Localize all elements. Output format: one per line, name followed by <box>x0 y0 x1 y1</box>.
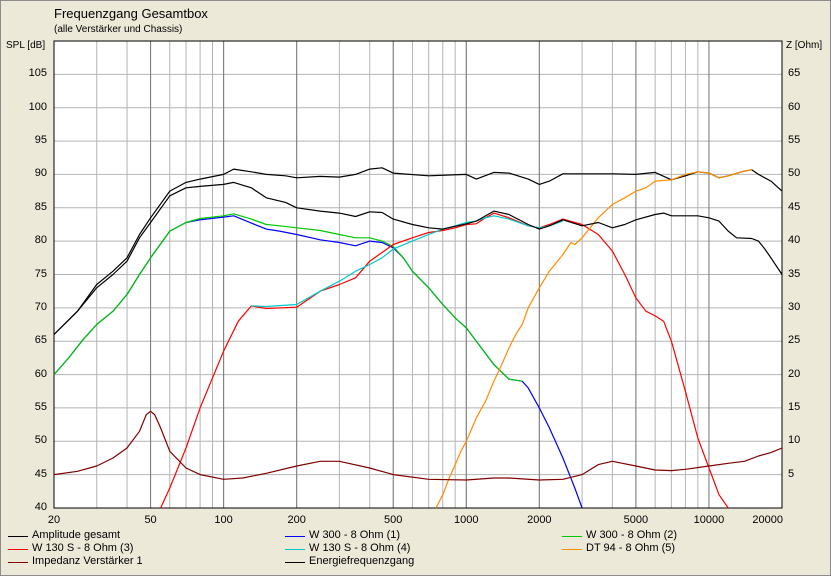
right-axis-label: Z [Ohm] <box>786 40 823 51</box>
series-line <box>53 410 783 481</box>
y2-tick-label: 60 <box>788 100 801 113</box>
series-line <box>251 215 564 308</box>
x-tick-label: 200 <box>287 514 306 526</box>
y2-tick-label: 65 <box>788 67 801 80</box>
y-tick-label: 80 <box>34 234 47 247</box>
y-tick-label: 85 <box>34 200 47 213</box>
y2-tick-label: 10 <box>788 434 801 447</box>
x-tick-label: 20000 <box>752 514 783 526</box>
x-tick-label: 1000 <box>454 514 479 526</box>
legend-label: Amplitude gesamt <box>32 529 121 541</box>
y-tick-label: 55 <box>34 400 47 413</box>
series-line <box>435 169 752 509</box>
y-tick-label: 105 <box>28 67 47 80</box>
y-tick-label: 50 <box>34 434 47 447</box>
y-tick-label: 65 <box>34 334 47 347</box>
chart-title: Frequenzgang Gesamtbox <box>54 6 208 21</box>
y2-tick-label: 30 <box>788 300 801 313</box>
legend-swatch <box>8 562 28 563</box>
y-tick-label: 70 <box>34 300 47 313</box>
x-tick-label: 20 <box>47 514 61 526</box>
legend-swatch <box>285 536 305 537</box>
x-tick-label: 500 <box>384 514 403 526</box>
y2-tick-label: 20 <box>788 367 801 380</box>
legend-label: W 130 S - 8 Ohm (4) <box>309 542 411 554</box>
legend-label: Energiefrequenzgang <box>309 555 415 567</box>
y2-tick-label: 40 <box>788 234 801 247</box>
legend-label: DT 94 - 8 Ohm (5) <box>586 542 676 554</box>
y-tick-label: 100 <box>28 100 47 113</box>
legend-label: W 300 - 8 Ohm (1) <box>309 529 401 541</box>
legend-label: Impedanz Verstärker 1 <box>32 555 143 567</box>
y-tick-label: 95 <box>34 134 47 147</box>
x-tick-label: 10000 <box>693 514 725 526</box>
series-line <box>53 181 783 335</box>
y-tick-label: 45 <box>34 467 47 480</box>
y2-tick-label: 35 <box>788 267 801 280</box>
y2-tick-label: 15 <box>788 400 801 413</box>
y2-tick-label: 45 <box>788 200 801 213</box>
x-tick-label: 5000 <box>623 514 649 526</box>
legend-swatch <box>8 536 28 537</box>
series-line <box>53 213 523 382</box>
y2-tick-label: 50 <box>788 167 801 180</box>
x-tick-label: 2000 <box>527 514 552 526</box>
y-tick-label: 40 <box>34 501 47 513</box>
y2-tick-label: 25 <box>788 334 801 347</box>
left-axis-label: SPL [dB] <box>6 40 46 51</box>
legend-swatch <box>8 549 28 550</box>
y-tick-label: 60 <box>34 367 47 380</box>
y2-tick-label: 55 <box>788 134 801 147</box>
y-tick-label: 75 <box>34 267 47 280</box>
legend-swatch <box>562 536 582 537</box>
legend-swatch <box>562 549 582 550</box>
chart-subtitle: (alle Verstärker und Chassis) <box>54 24 183 35</box>
x-tick-label: 100 <box>214 514 233 526</box>
legend-swatch <box>285 562 305 563</box>
y-tick-label: 90 <box>34 167 47 180</box>
legend-swatch <box>285 549 305 550</box>
legend-label: W 130 S - 8 Ohm (3) <box>32 542 134 554</box>
x-tick-label: 50 <box>144 514 157 526</box>
y2-tick-label: 5 <box>788 467 795 480</box>
legend-label: W 300 - 8 Ohm (2) <box>586 529 678 541</box>
